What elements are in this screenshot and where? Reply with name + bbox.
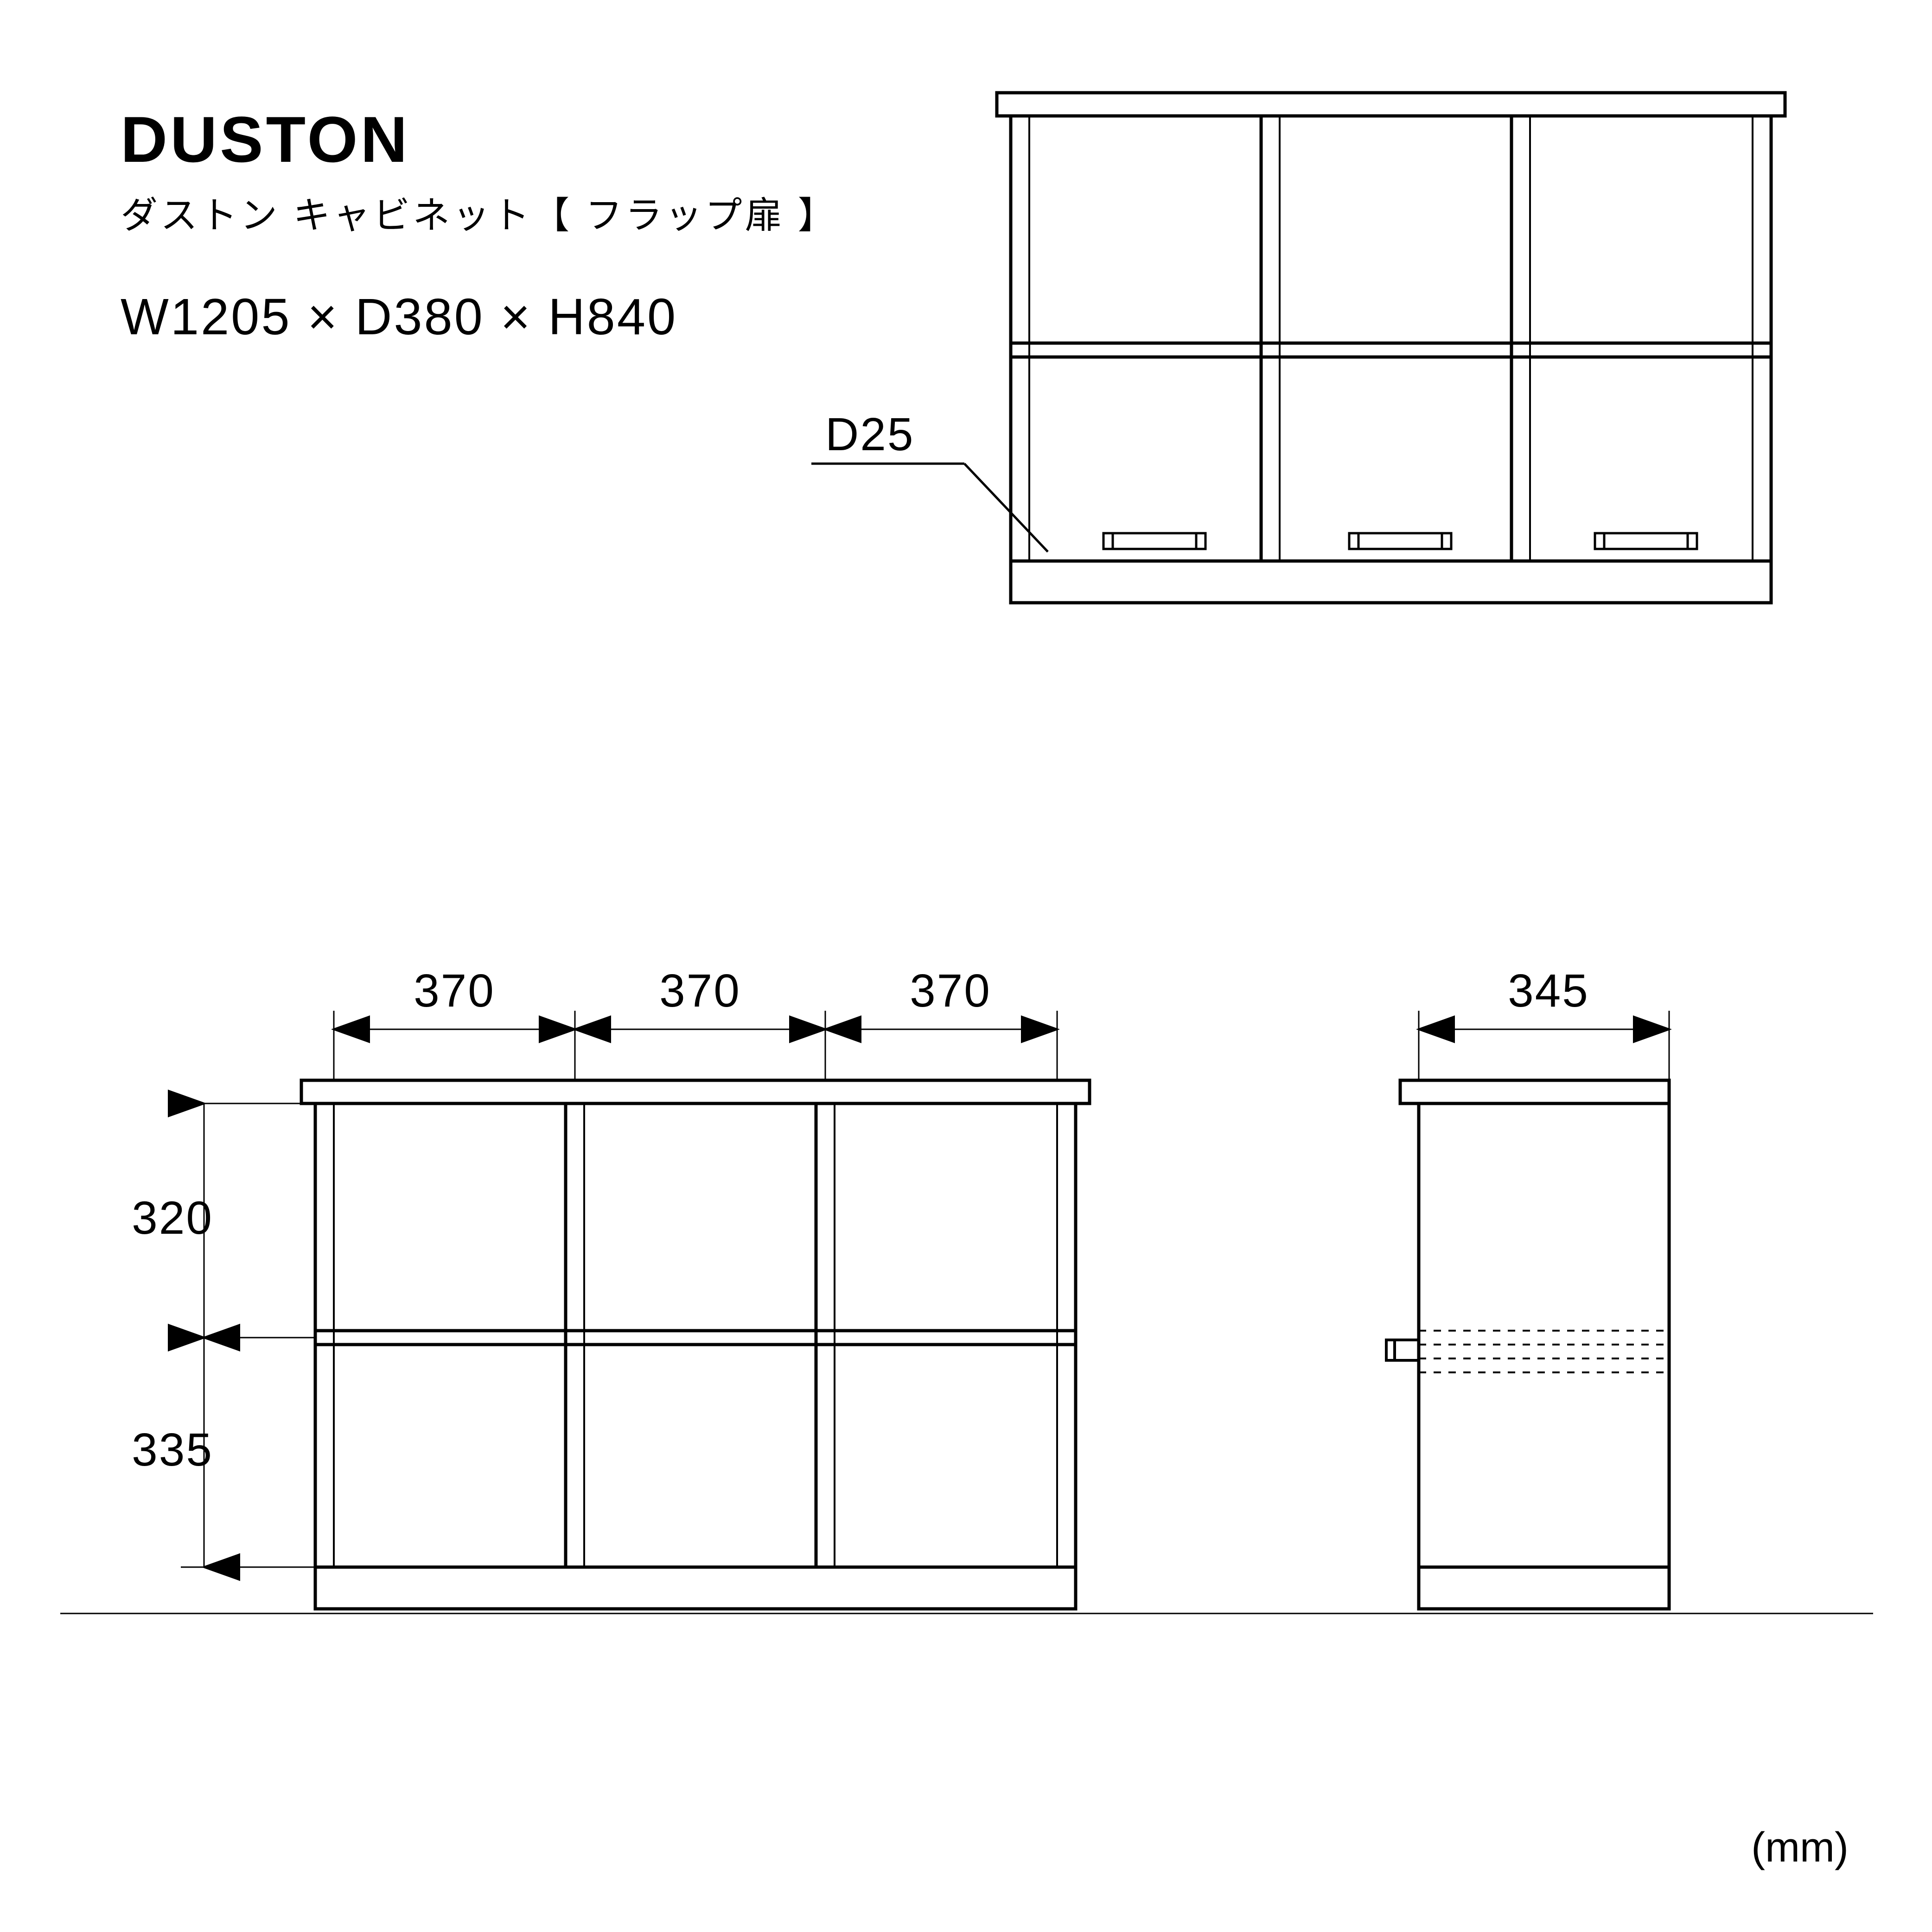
unit-label: (mm) (1751, 1824, 1849, 1872)
page: DUSTON ダストン キャビネット【 フラップ扉 】 W1205 × D380… (0, 0, 1932, 1932)
ground-line (0, 0, 1932, 1932)
